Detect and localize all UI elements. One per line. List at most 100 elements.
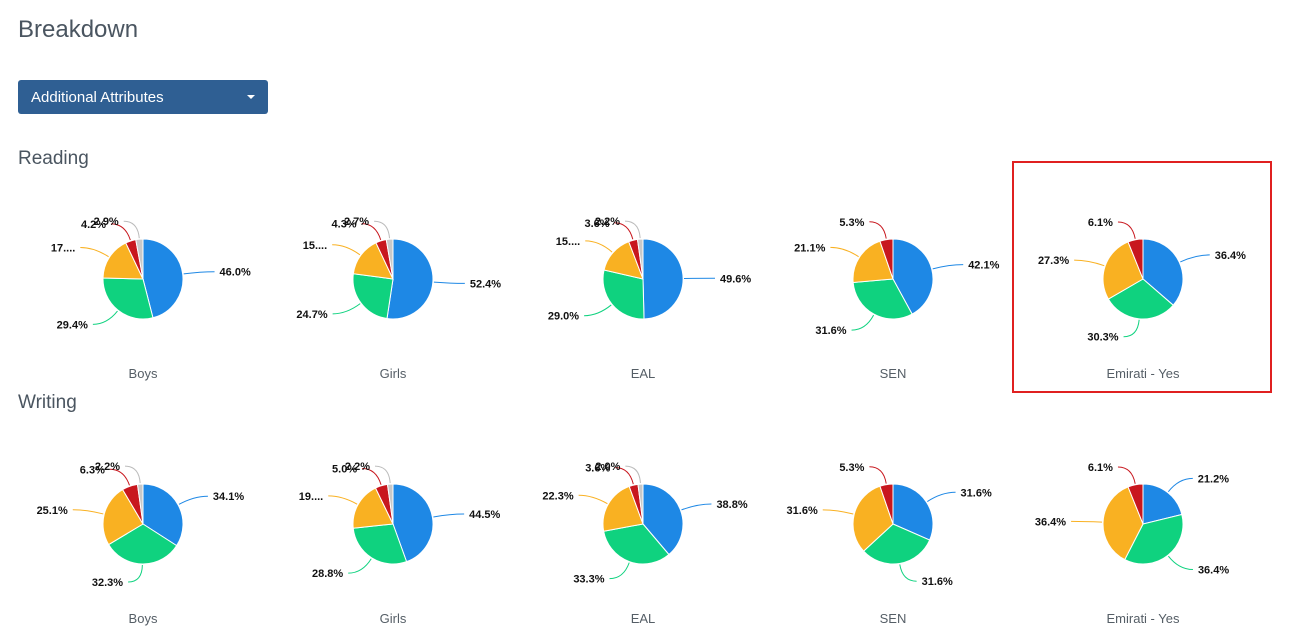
chart-caption: Girls [379, 611, 407, 626]
slice-value-label: 2.0% [595, 461, 620, 473]
slice-connector-line [183, 271, 215, 275]
slice-value-label: 22.3% [542, 490, 573, 502]
pie-slice[interactable] [602, 269, 645, 320]
pie-chart-writing-girls[interactable]: 44.5% 28.8% 19.... 5.0% 2.2% Girls [268, 420, 518, 630]
pie-slice[interactable] [892, 483, 934, 541]
slice-connector-line [92, 310, 118, 325]
pie-slice[interactable] [385, 238, 394, 280]
pie-slice[interactable] [879, 483, 894, 525]
slice-value-label: 24.7% [296, 309, 327, 321]
pie-slice[interactable] [1102, 486, 1144, 561]
slice-connector-line [1117, 466, 1136, 484]
pie-slice[interactable] [1127, 483, 1144, 525]
pie-slice[interactable] [136, 483, 144, 525]
pie-chart-svg: 21.2% 36.4% 36.4% 6.1% [1035, 462, 1230, 577]
slice-value-label: 27.3% [1038, 255, 1069, 267]
slice-value-label: 4.3% [332, 219, 357, 231]
slice-connector-line [1167, 477, 1193, 493]
pie-slice[interactable] [1102, 241, 1144, 300]
slice-connector-line [109, 468, 130, 486]
pie-slice[interactable] [879, 238, 894, 280]
additional-attributes-dropdown[interactable]: Additional Attributes [18, 80, 268, 114]
slice-value-label: 3.6% [585, 218, 610, 230]
slice-connector-line [609, 562, 630, 580]
pie-slice[interactable] [352, 523, 408, 565]
pie-slice[interactable] [636, 238, 644, 280]
pie-slice[interactable] [102, 488, 144, 546]
section-title-reading: Reading [18, 148, 89, 169]
slice-connector-line [869, 466, 887, 484]
pie-slice[interactable] [102, 277, 154, 320]
chart-caption: EAL [630, 611, 656, 626]
pie-chart-writing-eal[interactable]: 38.8% 33.3% 22.3% 3.6% 2.0% EAL [518, 420, 768, 630]
pie-slice[interactable] [603, 523, 670, 565]
pie-chart-svg: 52.4% 24.7% 15.... 4.3%2.7% [296, 216, 501, 321]
slice-value-label: 29.0% [548, 311, 579, 323]
slice-connector-line [1074, 259, 1105, 267]
pie-chart-writing-sen[interactable]: 31.6% 31.6% 31.6% 5.3% SEN [768, 420, 1018, 630]
pie-slice[interactable] [1142, 483, 1183, 525]
pie-slice[interactable] [1127, 238, 1144, 280]
chart-caption: Girls [379, 366, 407, 381]
pie-chart-writing-boys[interactable]: 34.1% 32.3% 25.1% 6.3% 2.2% Boys [18, 420, 268, 630]
pie-chart-svg: 42.1% 31.6% 21.1% 5.3% [794, 217, 999, 337]
slice-value-label: 5.0% [332, 464, 357, 476]
pie-slice[interactable] [1107, 278, 1174, 320]
slice-value-label: 31.6% [787, 505, 818, 517]
slice-value-label: 2.2% [345, 461, 370, 473]
slice-value-label: 32.3% [92, 577, 123, 589]
pie-slice[interactable] [108, 523, 178, 565]
pie-slice[interactable] [852, 278, 913, 320]
slice-value-label: 36.4% [1198, 565, 1229, 577]
pie-slice[interactable] [892, 238, 934, 315]
slice-connector-line [681, 503, 712, 511]
slice-connector-line [614, 222, 634, 240]
pie-slice[interactable] [642, 238, 684, 320]
slice-value-label: 5.3% [839, 462, 864, 474]
pie-chart-svg: 49.6% 29.0% 15.... 3.6%2.2% [548, 216, 752, 323]
pie-chart-writing-emirati-yes[interactable]: 21.2% 36.4% 36.4% 6.1% Emirati - Yes [1018, 420, 1268, 630]
slice-connector-line [624, 220, 641, 239]
slice-value-label: 52.4% [470, 278, 501, 290]
slice-connector-line [625, 465, 641, 484]
pie-slice[interactable] [642, 483, 684, 556]
caret-down-icon [247, 95, 255, 99]
pie-slice[interactable] [852, 485, 894, 552]
chart-caption: Boys [128, 611, 158, 626]
slice-connector-line [123, 220, 140, 239]
slice-value-label: 17.... [51, 242, 75, 254]
slice-value-label: 2.2% [595, 216, 620, 228]
pie-chart-reading-eal[interactable]: 49.6% 29.0% 15.... 3.6% 2.2% EAL [518, 175, 768, 385]
pie-chart-reading-emirati-yes[interactable]: 36.4% 30.3% 27.3% 6.1% Emirati - Yes [1018, 175, 1268, 385]
slice-value-label: 49.6% [720, 273, 751, 285]
chart-caption: Emirati - Yes [1106, 611, 1180, 626]
pie-chart-svg: 38.8% 33.3% 22.3% 3.6%2.0% [542, 461, 747, 586]
slice-value-label: 30.3% [1087, 332, 1118, 344]
slice-connector-line [615, 467, 634, 485]
pie-slice[interactable] [1124, 513, 1184, 565]
pie-slice[interactable] [862, 523, 931, 565]
pie-slice[interactable] [386, 238, 434, 320]
pie-slice[interactable] [102, 242, 144, 280]
pie-slice[interactable] [352, 487, 394, 529]
slice-value-label: 2.7% [344, 216, 369, 228]
slice-connector-line [851, 314, 875, 331]
pie-slice[interactable] [352, 273, 394, 320]
slice-value-label: 31.6% [815, 325, 846, 337]
slice-value-label: 6.1% [1088, 217, 1113, 229]
pie-slice[interactable] [135, 238, 144, 280]
pie-slice[interactable] [392, 483, 434, 563]
pie-slice[interactable] [142, 238, 184, 319]
slice-connector-line [830, 246, 859, 258]
slice-value-label: 42.1% [968, 260, 999, 272]
pie-chart-reading-boys[interactable]: 46.0% 29.4% 17.... 4.2% 2.9% Boys [18, 175, 268, 385]
slice-connector-line [927, 491, 956, 502]
pie-chart-reading-sen[interactable]: 42.1% 31.6% 21.1% 5.3% SEN [768, 175, 1018, 385]
pie-chart-reading-girls[interactable]: 52.4% 24.7% 15.... 4.3% 2.7% Girls [268, 175, 518, 385]
pie-chart-svg: 31.6% 31.6% 31.6% 5.3% [787, 462, 992, 588]
pie-slice[interactable] [1142, 238, 1184, 306]
chart-caption: SEN [879, 611, 907, 626]
pie-slice[interactable] [386, 483, 394, 525]
slice-connector-line [80, 246, 109, 258]
pie-slice[interactable] [637, 483, 644, 525]
